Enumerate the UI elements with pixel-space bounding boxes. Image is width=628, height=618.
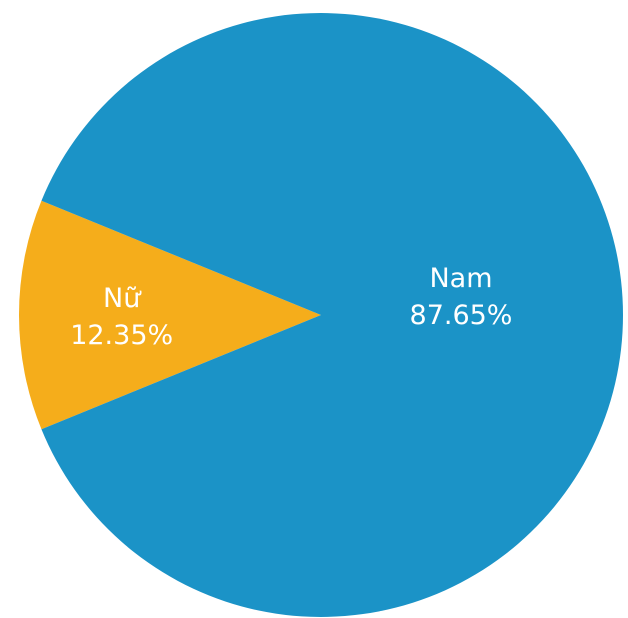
slice-label-value: 87.65% [410, 300, 513, 331]
slice-label-name: Nam [429, 263, 492, 294]
pie-slice-nam [41, 13, 623, 618]
slice-label-value: 12.35% [70, 320, 173, 351]
pie-slices [18, 13, 623, 618]
pie-labels: Nữ 12.35% Nam 87.65% [70, 263, 512, 351]
pie-slice-n- [18, 200, 322, 430]
slice-label-name: Nữ [103, 283, 142, 314]
